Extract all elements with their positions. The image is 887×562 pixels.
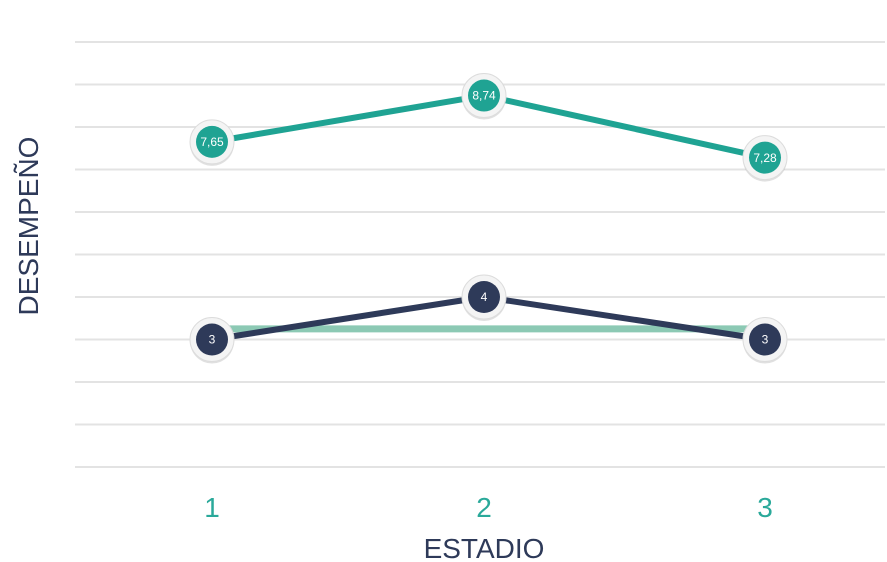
- y-axis-title: DESEMPEÑO: [13, 137, 44, 316]
- data-label: 7,28: [753, 151, 777, 165]
- x-tick-label: 2: [476, 492, 492, 523]
- x-tick-label: 1: [204, 492, 220, 523]
- data-label: 3: [209, 333, 216, 347]
- x-tick-labels: 1 2 3: [204, 492, 773, 523]
- x-tick-label: 3: [757, 492, 773, 523]
- data-label: 8,74: [472, 89, 496, 103]
- data-label: 7,65: [200, 135, 224, 149]
- data-point: 7,28: [742, 135, 788, 182]
- data-point: 8,74: [461, 73, 507, 120]
- data-label: 4: [481, 290, 488, 304]
- data-point: 4: [461, 274, 507, 321]
- series-markers: 7,65 8,74 7,28 3 4 3: [189, 73, 788, 364]
- data-point: 3: [742, 317, 788, 364]
- data-label: 3: [762, 333, 769, 347]
- x-axis-title: ESTADIO: [424, 533, 545, 562]
- data-point: 3: [189, 317, 235, 364]
- data-point: 7,65: [189, 119, 235, 166]
